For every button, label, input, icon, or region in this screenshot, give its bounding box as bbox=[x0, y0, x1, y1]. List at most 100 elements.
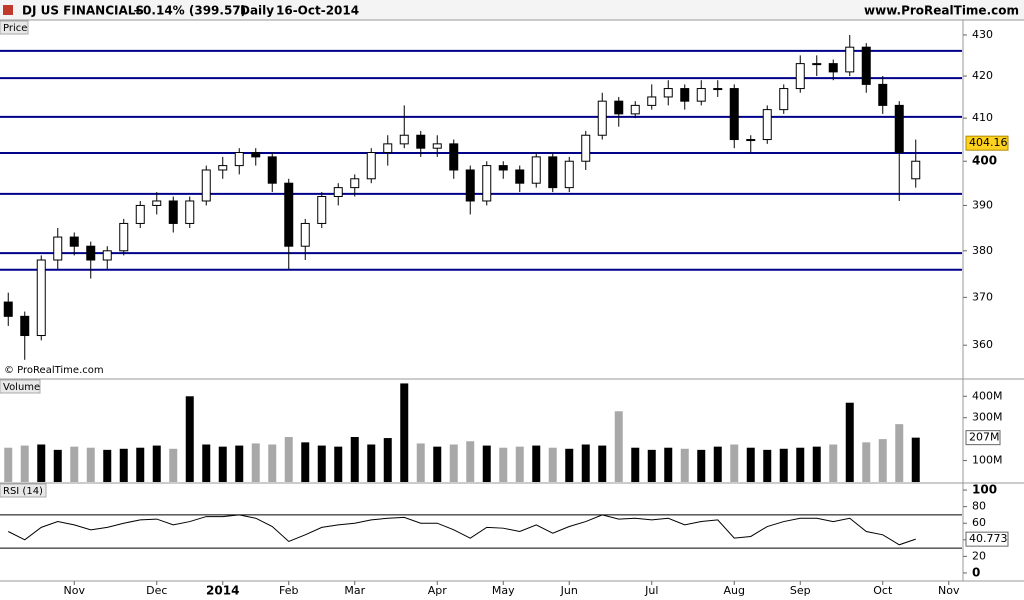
x-tick-label: Apr bbox=[428, 584, 448, 597]
volume-bar bbox=[515, 446, 524, 482]
candle-body bbox=[614, 100, 624, 115]
volume-bar bbox=[400, 383, 409, 482]
watermark: © ProRealTime.com bbox=[4, 365, 104, 376]
panel-label-box bbox=[0, 483, 47, 498]
candle-body bbox=[762, 109, 772, 141]
candle-body bbox=[564, 160, 574, 189]
volume-bar bbox=[202, 444, 211, 482]
candle-body bbox=[432, 143, 442, 149]
volume-bar bbox=[763, 449, 772, 482]
last-price-label: 404.16 bbox=[969, 136, 1008, 149]
volume-bar bbox=[664, 447, 673, 482]
date: 16-Oct-2014 bbox=[276, 4, 359, 18]
volume-bar bbox=[581, 444, 590, 482]
candle-body bbox=[911, 160, 921, 180]
candle-body bbox=[531, 156, 541, 184]
x-tick-label: Jul bbox=[644, 584, 658, 597]
candle-body bbox=[218, 165, 228, 171]
y-tick-label: 80 bbox=[972, 500, 986, 513]
y-tick-label: 430 bbox=[972, 28, 993, 41]
symbol: DJ US FINANCIALS bbox=[22, 4, 144, 18]
candle-body bbox=[333, 187, 343, 198]
candle-body bbox=[36, 259, 46, 337]
candle-body bbox=[168, 200, 178, 224]
volume-bar bbox=[746, 447, 755, 482]
candle-body bbox=[845, 46, 855, 73]
candle-body bbox=[894, 104, 904, 154]
y-tick-label: 100 bbox=[972, 483, 997, 497]
candle-body bbox=[630, 104, 640, 115]
y-tick-label: 410 bbox=[972, 111, 993, 124]
panel-label-box bbox=[0, 20, 29, 35]
y-tick-label: 20 bbox=[972, 549, 986, 562]
candle-body bbox=[399, 134, 409, 145]
volume-bar bbox=[119, 448, 128, 482]
volume-bar bbox=[862, 442, 871, 482]
candle-body bbox=[795, 63, 805, 90]
candle-body bbox=[647, 96, 657, 106]
last-price-box bbox=[965, 135, 1009, 151]
last-value-box bbox=[965, 531, 1009, 547]
volume-bar bbox=[631, 447, 640, 482]
candle-body bbox=[449, 143, 459, 171]
candle-body bbox=[713, 88, 723, 91]
candle-body bbox=[828, 63, 838, 73]
volume-bar bbox=[152, 445, 161, 482]
volume-bar bbox=[334, 446, 343, 482]
panel-label: Price bbox=[3, 23, 27, 34]
volume-bar bbox=[796, 447, 805, 482]
y-tick-label: 400 bbox=[972, 154, 997, 168]
y-tick-label: 0 bbox=[972, 565, 980, 579]
volume-bar bbox=[235, 445, 244, 482]
candle-body bbox=[20, 315, 30, 337]
panel-label: Volume bbox=[3, 382, 40, 393]
period: Daily bbox=[240, 4, 274, 18]
volume-bar bbox=[301, 442, 310, 482]
volume-bar bbox=[812, 446, 821, 482]
candle-body bbox=[878, 83, 888, 106]
volume-bar bbox=[548, 447, 557, 482]
x-tick-label: May bbox=[492, 584, 515, 597]
candle-body bbox=[86, 245, 96, 261]
volume-bar bbox=[466, 441, 475, 482]
volume-bar bbox=[20, 445, 29, 482]
volume-bar bbox=[70, 446, 79, 482]
candle-body bbox=[861, 46, 871, 85]
candle-body bbox=[350, 178, 360, 189]
candle-body bbox=[102, 250, 112, 261]
candle-body bbox=[498, 165, 508, 171]
app-icon bbox=[3, 5, 13, 15]
volume-bar bbox=[367, 444, 376, 482]
y-tick-label: 300M bbox=[972, 411, 1003, 424]
last-value-label: 40.773 bbox=[969, 532, 1008, 545]
volume-bar bbox=[284, 437, 293, 482]
volume-bar bbox=[532, 445, 541, 482]
candle-body bbox=[812, 63, 822, 66]
volume-bar bbox=[350, 437, 359, 482]
x-tick-label: Nov bbox=[938, 584, 960, 597]
candle-body bbox=[515, 169, 525, 184]
candle-body bbox=[416, 134, 426, 149]
candle-body bbox=[663, 88, 673, 98]
candle-body bbox=[548, 156, 558, 189]
volume-bar bbox=[4, 447, 13, 482]
volume-bar bbox=[449, 444, 458, 482]
y-tick-label: 60 bbox=[972, 516, 986, 529]
volume-bar bbox=[37, 444, 46, 482]
candle-body bbox=[581, 134, 591, 162]
volume-bar bbox=[614, 411, 623, 482]
x-tick-label: Nov bbox=[64, 584, 86, 597]
volume-bar bbox=[268, 444, 277, 482]
candle-body bbox=[746, 139, 756, 142]
candle-body bbox=[696, 88, 706, 102]
volume-bar bbox=[169, 448, 178, 482]
volume-bar bbox=[103, 449, 112, 482]
change: +0.14% (399.57) bbox=[133, 4, 246, 18]
candle-body bbox=[300, 222, 310, 247]
candle-body bbox=[267, 156, 277, 184]
x-tick-label: Dec bbox=[146, 584, 167, 597]
volume-bar bbox=[499, 447, 508, 482]
